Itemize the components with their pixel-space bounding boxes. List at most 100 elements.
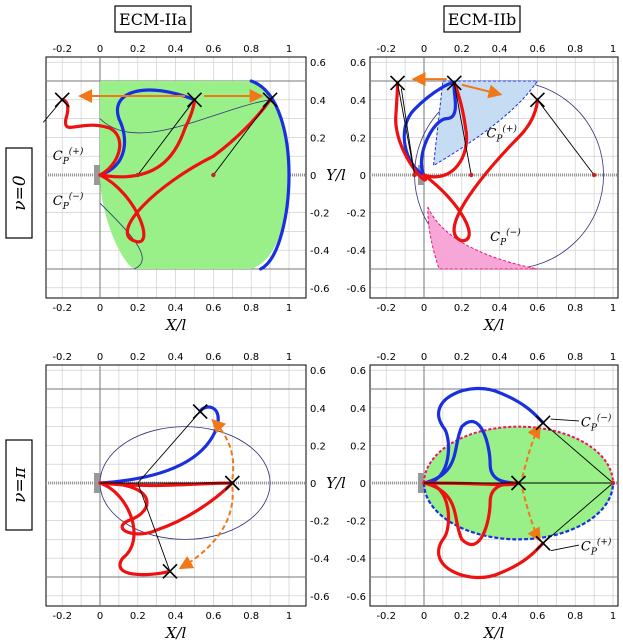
x-tick-label-top: 0.6: [205, 352, 221, 363]
x-tick-label-top: -0.2: [52, 352, 72, 363]
x-tick-label-top: 0.6: [529, 44, 545, 55]
y-tick-label: 0: [360, 479, 366, 490]
y-tick-label: 0.2: [350, 441, 366, 452]
cp-plus-label: CP(+): [53, 146, 84, 167]
y-tick-label: -0.6: [346, 592, 366, 603]
x-tick-label-bottom: 0: [421, 611, 427, 622]
x-tick-label-top: 0.4: [492, 44, 508, 55]
motion-arrow: [461, 83, 503, 99]
x-tick-label-top: 0.6: [529, 352, 545, 363]
x-tick-label-top: 1: [286, 352, 292, 363]
x-tick-label-bottom: 0.8: [567, 611, 583, 622]
x-tick-label-bottom: 0.2: [454, 611, 470, 622]
x-tick-label-bottom: 0.4: [168, 611, 184, 622]
boundary-cp-minus: [423, 425, 614, 484]
panel-frame: [45, 56, 307, 299]
x-tick-label-top: -0.2: [376, 352, 396, 363]
rod-red: [60, 98, 122, 177]
y-tick-label: 0.6: [350, 366, 366, 377]
link-line: [137, 99, 195, 176]
base-point: [412, 172, 417, 178]
boundary-cp-plus: [422, 482, 615, 541]
region-cp-minus: [427, 206, 538, 270]
cp-minus-label: CP(−): [53, 191, 84, 212]
y-tick-label: 0.4: [350, 404, 366, 415]
end-effector-marker: [510, 475, 527, 491]
x-axis-label: X/l: [483, 316, 505, 334]
end-effector-marker: [54, 92, 70, 108]
inner-arc: [99, 99, 271, 134]
panel-iib-nu0: -0.2 -0.2 0 0 0.2 0.2 0.4 0.4 0.6 0.6 0.8 0.8 1 1 0.6 0…: [346, 44, 619, 334]
y-tick-label: 0.4: [350, 96, 366, 107]
panel-frame: [369, 56, 619, 299]
motion-arrow: [521, 424, 541, 478]
rod-blue: [422, 387, 545, 485]
rod-red: [422, 81, 469, 179]
rod-red: [394, 81, 428, 182]
y-tick-label: 0.4: [310, 404, 326, 415]
end-effector-marker: [389, 75, 406, 91]
end-effector-marker: [186, 92, 203, 108]
row-label-nu0: ν=0: [10, 175, 30, 211]
x-tick-label-bottom: 1: [610, 303, 616, 314]
y-tick-label: 0.2: [310, 133, 326, 144]
link-line: [137, 411, 201, 484]
y-tick-label: 0.6: [310, 366, 326, 377]
rod-red: [422, 481, 521, 547]
x-tick-label-bottom: 0.6: [529, 303, 545, 314]
y-tick-label: -0.2: [310, 517, 330, 528]
y-tick-label: -0.4: [346, 554, 366, 565]
y-tick-label: -0.4: [310, 246, 330, 257]
workspace-region: [100, 81, 289, 269]
x-tick-label-bottom: 0.4: [168, 303, 184, 314]
x-tick-label-top: 0.8: [243, 352, 259, 363]
link-line: [453, 82, 472, 176]
column-title-box-iia: [114, 5, 192, 33]
x-tick-label-bottom: -0.2: [376, 303, 396, 314]
x-tick-label-top: 0.2: [454, 44, 470, 55]
row-label-nupi: ν=π: [10, 466, 30, 503]
x-tick-label-top: 0.8: [243, 44, 259, 55]
x-tick-label-top: 0.4: [168, 352, 184, 363]
rod-red: [422, 98, 539, 243]
x-tick-label-bottom: -0.2: [376, 611, 396, 622]
x-axis-label: X/l: [483, 624, 505, 642]
end-effector-marker: [535, 535, 551, 551]
y-tick-label: 0: [360, 171, 366, 182]
x-tick-label-bottom: 0.8: [243, 611, 259, 622]
x-tick-label-bottom: 0: [421, 303, 427, 314]
x-tick-label-bottom: 0.4: [492, 611, 508, 622]
base-point: [211, 172, 216, 178]
column-title-box-iib: [443, 5, 521, 33]
x-tick-label-top: -0.2: [376, 44, 396, 55]
x-tick-label-bottom: 0: [97, 611, 103, 622]
x-tick-label-bottom: 0.2: [130, 303, 146, 314]
x-axis-label: X/l: [165, 624, 187, 642]
column-title-iib: ECM-IIb: [448, 10, 517, 29]
end-effector-marker: [529, 92, 545, 108]
row-label-box-nupi: [5, 439, 33, 531]
base-point: [591, 172, 597, 178]
x-tick-label-top: 0.4: [168, 44, 184, 55]
base-point: [469, 172, 474, 178]
link-line: [537, 99, 595, 176]
link-line: [137, 482, 171, 572]
panel-frame: [45, 364, 307, 607]
column-title-iia: ECM-IIa: [119, 10, 187, 29]
base-point: [610, 480, 616, 486]
x-tick-label-bottom: -0.2: [52, 611, 72, 622]
link-line: [397, 82, 415, 176]
y-axis-label: Y/l: [326, 166, 346, 184]
y-tick-label: -0.2: [310, 209, 330, 220]
x-tick-label-top: 1: [286, 44, 292, 55]
x-tick-label-bottom: 0.8: [567, 303, 583, 314]
link-line: [542, 482, 614, 544]
y-tick-label: 0.4: [310, 96, 326, 107]
rod-red: [422, 481, 545, 579]
y-tick-label: 0.2: [350, 133, 366, 144]
end-effector-marker: [535, 415, 551, 431]
y-tick-label: 0.6: [310, 58, 326, 69]
y-tick-label: 0: [310, 171, 316, 182]
x-tick-label-top: 0.2: [130, 44, 146, 55]
cp-plus-label: CP(+): [581, 537, 612, 558]
